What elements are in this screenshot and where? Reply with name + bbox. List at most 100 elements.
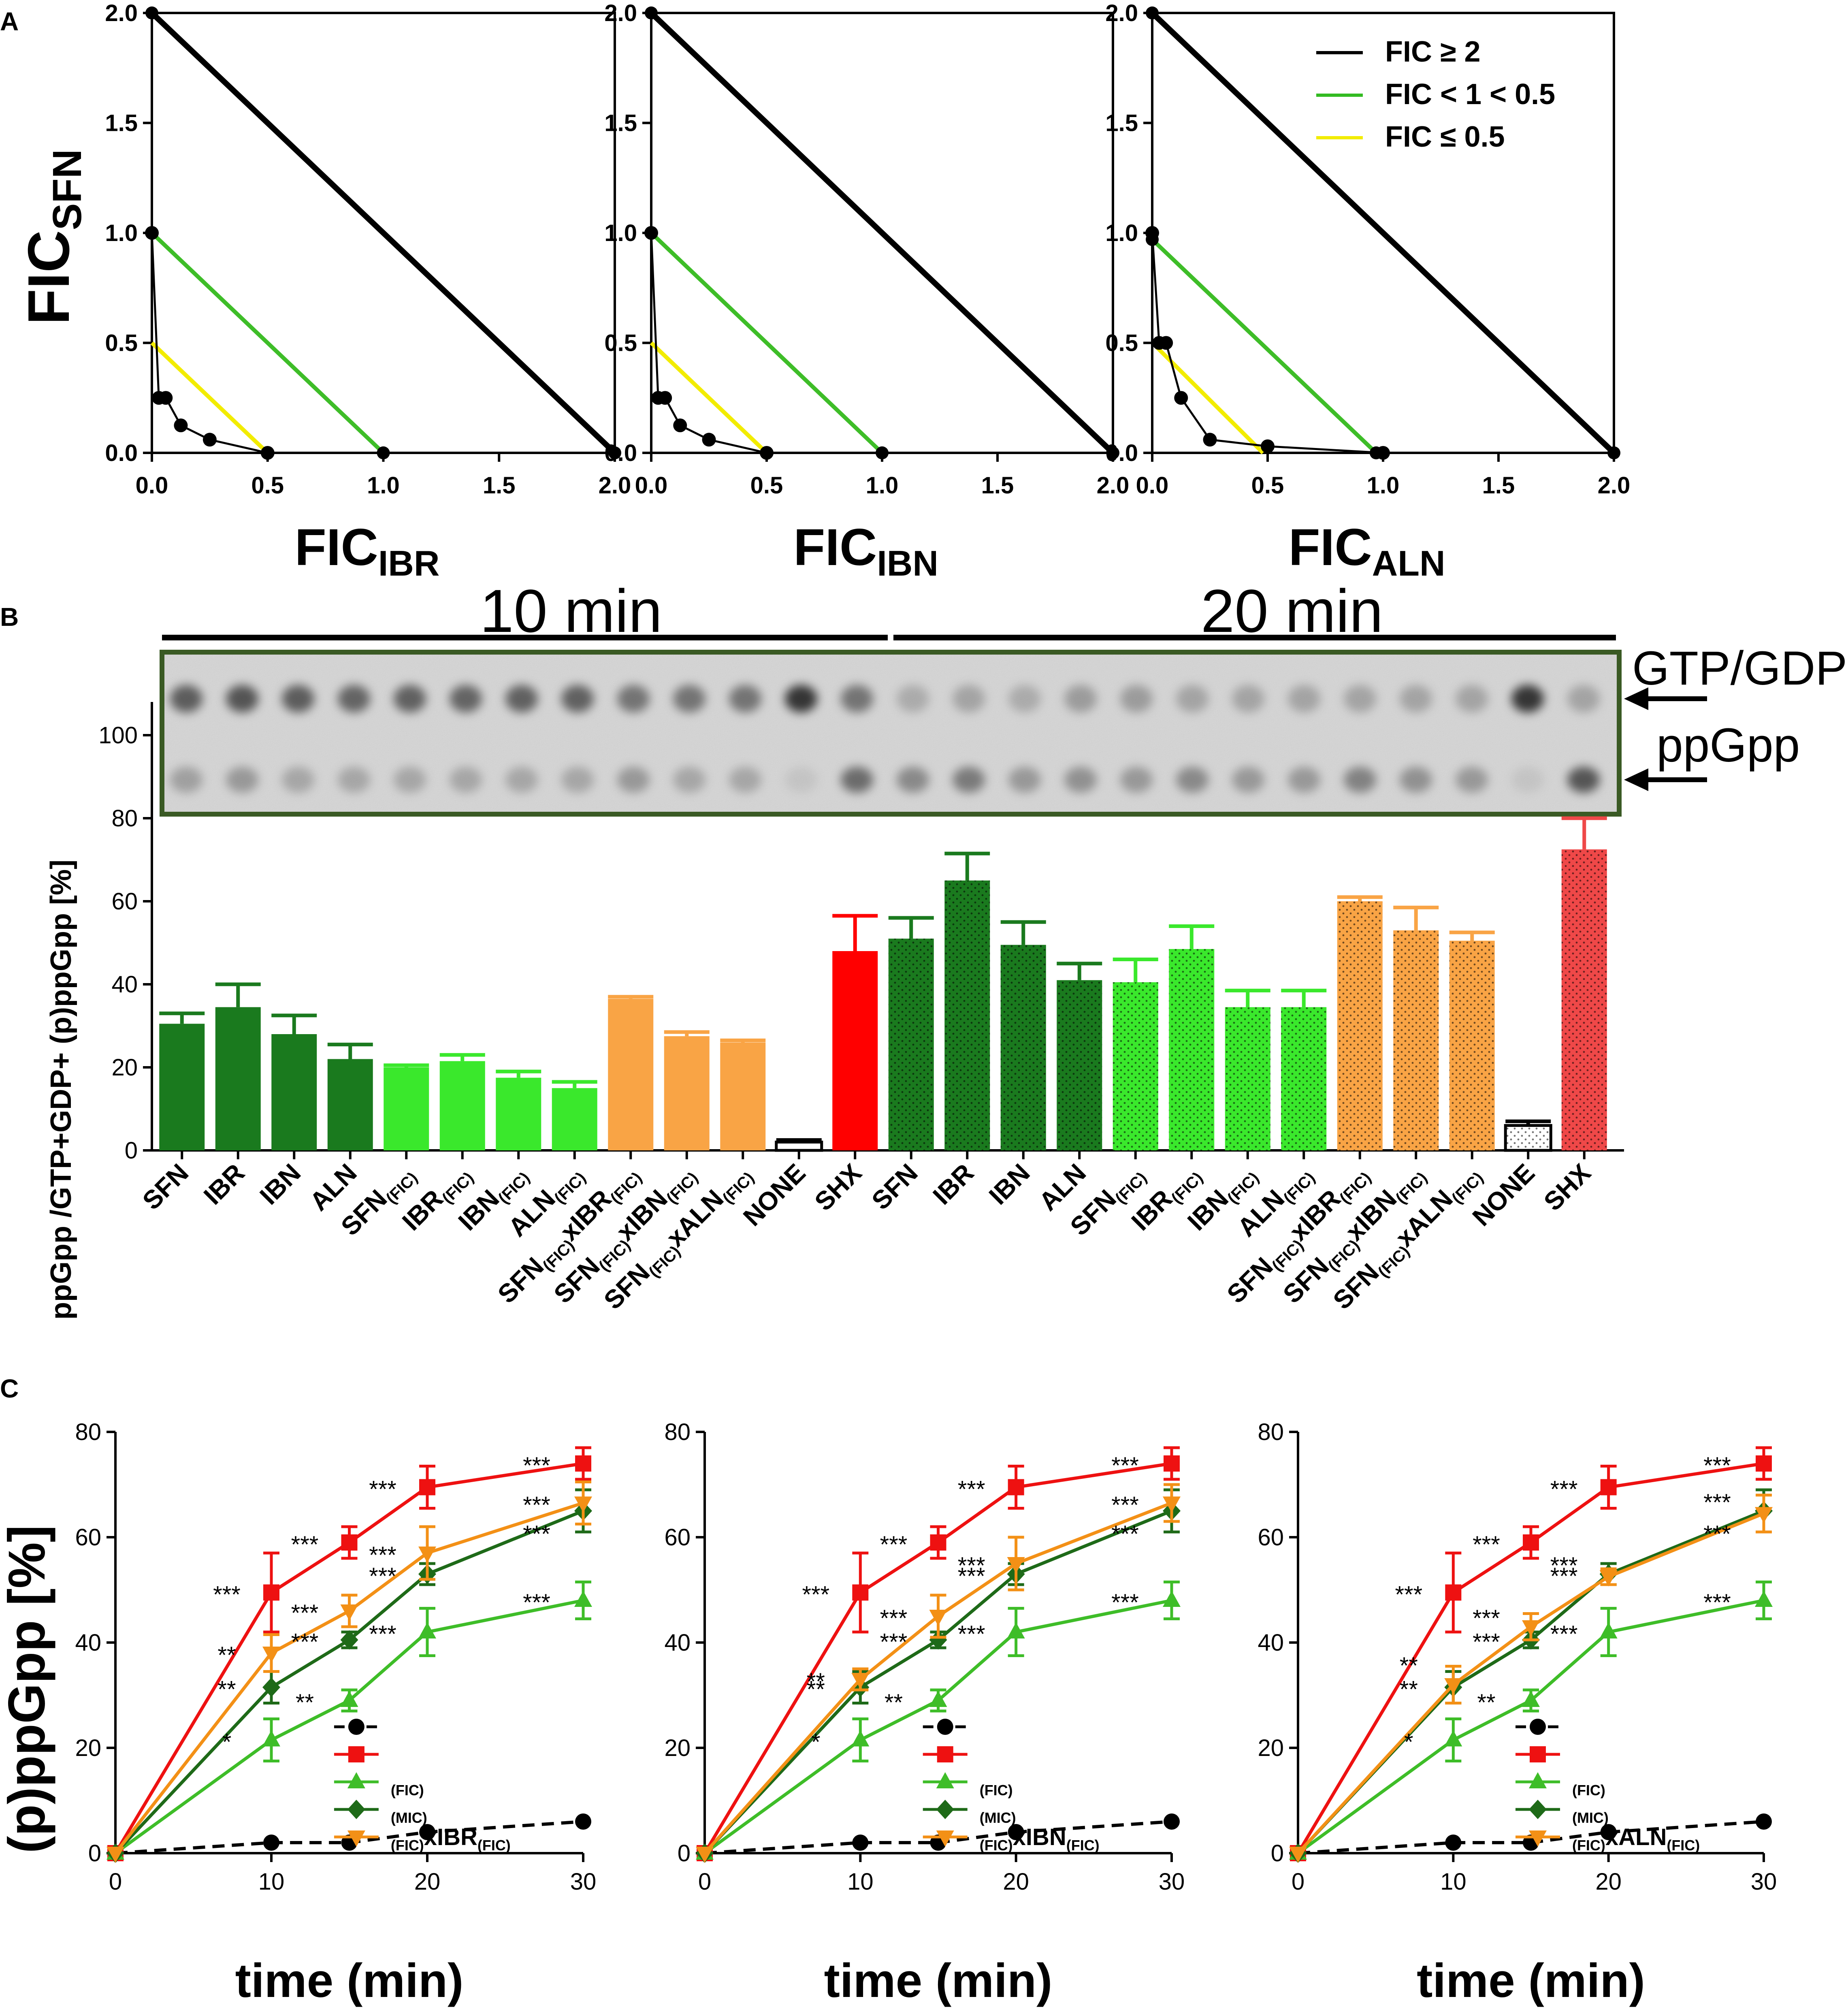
data-point (419, 1824, 435, 1840)
data-point (851, 1730, 870, 1747)
legend-text: (MIC) (391, 1809, 427, 1826)
isobologram-point (1145, 226, 1159, 240)
data-point (1289, 1847, 1307, 1863)
x-axis-title: time (min) (824, 1954, 1053, 2007)
significance-marker: *** (213, 1582, 241, 1608)
legend-text-sub: (FIC) (391, 1837, 424, 1854)
x-axis-title-sub: ALN (1372, 543, 1445, 583)
category-label: NONE (1466, 1158, 1540, 1232)
category-label: SFN (137, 1158, 194, 1215)
isobologram-line (151, 233, 268, 454)
panel-a-label: A (0, 7, 19, 36)
series-line-1 (114, 1462, 584, 1854)
legend-text-sub: (FIC) (1572, 1837, 1605, 1854)
category-label-main: SFN (866, 1158, 923, 1215)
gel-spot-bottom (1456, 767, 1488, 793)
legend-a-text-3: FIC ≤ 0.5 (1385, 121, 1505, 153)
gel-spot-top (953, 685, 985, 713)
bar-pattern (1225, 1007, 1270, 1150)
x-tick-label: 30 (1159, 1869, 1185, 1895)
bar (384, 1067, 429, 1150)
data-point (696, 1847, 714, 1863)
legend-text: (FIC)xIBN(FIC) (980, 1824, 1100, 1854)
data-point (1522, 1691, 1540, 1707)
category-label-main: NONE (737, 1158, 811, 1232)
significance-marker: *** (291, 1629, 319, 1655)
significance-marker: *** (523, 1453, 550, 1479)
legend-text: (MIC) (980, 1809, 1016, 1826)
isobologram-point (673, 418, 687, 433)
legend-text-sub: (MIC) (1572, 1809, 1609, 1826)
y-tick-label: 40 (75, 1630, 101, 1656)
y-tick-label: 1.0 (604, 220, 637, 246)
data-point (262, 1677, 280, 1697)
data-point (1007, 1622, 1025, 1638)
data-point (340, 1604, 358, 1621)
gel-spot-bottom (170, 767, 202, 793)
significance-marker: ** (217, 1677, 236, 1703)
legend-swatch-marker (937, 1746, 953, 1762)
data-point (852, 1835, 869, 1851)
panel-b-y-axis-title: ppGpp /GTP+GDP+ (p)ppGpp [%] (45, 860, 77, 1320)
data-point (1600, 1824, 1617, 1840)
y-tick-label: 2.0 (604, 0, 637, 26)
gel-spot-top (729, 685, 761, 713)
significance-marker: ** (1400, 1677, 1418, 1703)
significance-marker: *** (1111, 1453, 1139, 1479)
bar-pattern (1281, 1007, 1327, 1150)
y-tick-label: 60 (1258, 1524, 1284, 1551)
gel-spot-top (1456, 685, 1488, 713)
category-label: IBR (927, 1158, 979, 1210)
panel-c-label: C (0, 1374, 19, 1403)
reference-point (377, 446, 390, 459)
gel-spot-top (170, 685, 202, 713)
data-point (1008, 1479, 1024, 1495)
y-tick-label: 20 (111, 1054, 138, 1081)
y-tick-label: 0 (125, 1137, 138, 1164)
band-label-gtp-gdp: GTP/GDP (1632, 642, 1847, 695)
bar (271, 1034, 317, 1150)
gel-spot-bottom (953, 767, 985, 793)
x-tick-label: 20 (1595, 1869, 1622, 1895)
gel-spot-bottom (673, 767, 706, 793)
reference-line-3 (1155, 346, 1265, 454)
y-tick-label: 100 (98, 722, 138, 749)
gel-spot-bottom (561, 767, 594, 793)
significance-marker: *** (369, 1621, 396, 1647)
legend-swatch-marker (348, 1746, 364, 1762)
significance-marker: *** (1473, 1605, 1500, 1632)
reference-point (1146, 6, 1159, 19)
y-tick-label: 80 (664, 1419, 691, 1445)
significance-marker: *** (369, 1476, 396, 1503)
legend-swatch-marker (1529, 1772, 1547, 1788)
category-label-main: NONE (1466, 1158, 1540, 1232)
bar (775, 1141, 823, 1152)
significance-marker: ** (807, 1668, 825, 1695)
gel-spot-top (785, 685, 817, 713)
panel-c-y-axis-title: (p)ppGpp [%] (0, 1525, 56, 1853)
bar (608, 998, 654, 1150)
panel-c-ylabel: (p)ppGpp [%] (0, 1525, 56, 1853)
reference-point (1106, 446, 1119, 459)
gel-spot-bottom (282, 767, 314, 793)
y-tick-label: 1.0 (1105, 220, 1138, 246)
significance-marker: *** (958, 1476, 985, 1503)
bar (439, 1061, 485, 1150)
significance-marker: *** (1473, 1629, 1500, 1655)
data-point (1445, 1835, 1462, 1851)
significance-marker: *** (1111, 1492, 1139, 1519)
series-line-0 (1298, 1820, 1764, 1855)
legend-swatch-marker (347, 1772, 365, 1788)
reference-line-2 (150, 231, 385, 454)
data-point (851, 1673, 870, 1689)
legend-swatch-marker (348, 1719, 364, 1735)
isobologram-ibn: 0.0 0.5 1.0 1.5 2.0 0.0 0.5 1.0 1.5 2.0 FICIBN (604, 0, 1129, 583)
series-line-1 (703, 1462, 1172, 1854)
isobologram-point (260, 446, 275, 460)
legend-swatch-marker (936, 1772, 954, 1788)
legend-text: (MIC) (1572, 1809, 1609, 1826)
category-label-main: IBN (983, 1158, 1036, 1210)
bar-pattern (1449, 941, 1495, 1150)
